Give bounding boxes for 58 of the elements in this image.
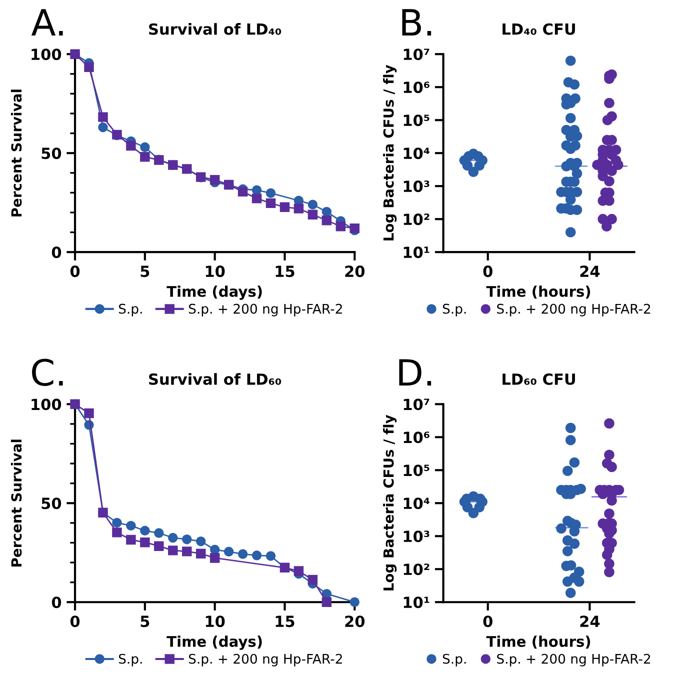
y-tick-label: 10³: [404, 180, 430, 192]
y-tick-label: 10⁴: [404, 498, 430, 510]
x-tick-label: 15: [276, 266, 294, 278]
legend-label: S.p. + 200 ng Hp-FAR-2: [188, 654, 342, 666]
y-tick-label: 10⁷: [404, 48, 430, 60]
x-axis-title: Time (days): [166, 286, 262, 300]
y-tick-label: 10⁶: [404, 432, 430, 444]
x-tick-label: 5: [140, 266, 150, 278]
y-axis-title: Percent Survival: [10, 90, 22, 216]
y-tick-label: 100: [32, 398, 62, 410]
text: D.: [399, 359, 432, 386]
y-tick-label: 50: [42, 148, 62, 160]
y-tick-label: 50: [42, 498, 62, 510]
legend-label: S.p.: [118, 304, 142, 316]
chart-title: LD₆₀ CFU: [502, 373, 575, 385]
text: C.: [32, 358, 63, 386]
x-tick-label: 20: [345, 616, 365, 628]
y-tick-label: 100: [32, 48, 62, 60]
x-axis-title: Time (hours): [486, 286, 590, 299]
x-axis-title: Time (hours): [486, 636, 590, 649]
y-tick-label: 10⁴: [404, 148, 430, 160]
x-tick-label: 24: [580, 616, 600, 627]
y-tick-label: 10⁷: [404, 398, 430, 410]
x-tick-label: 20: [345, 266, 365, 278]
y-tick-label: 0: [52, 246, 62, 258]
x-tick-label: 24: [580, 266, 600, 277]
y-tick-label: 10⁵: [404, 464, 430, 476]
y-tick-label: 10²: [404, 214, 430, 226]
y-axis-title: Log Bacteria CFUs / fly: [383, 64, 397, 240]
y-tick-label: 10⁵: [404, 114, 430, 126]
y-tick-label: 10⁶: [404, 82, 430, 94]
y-tick-label: 0: [52, 596, 62, 608]
text: A.: [31, 9, 63, 36]
legend-label: S.p.: [442, 654, 466, 666]
x-tick-label: 15: [276, 616, 294, 628]
x-tick-label: 0: [483, 266, 492, 278]
x-tick-label: 0: [70, 616, 80, 628]
chart-title: Survival of LD₆₀: [149, 373, 282, 385]
x-tick-label: 0: [70, 266, 80, 278]
chart-title: Survival of LD₄₀: [149, 23, 282, 35]
x-axis-title: Time (days): [166, 636, 262, 650]
x-tick-label: 5: [140, 616, 150, 628]
legend-label: S.p. + 200 ng Hp-FAR-2: [188, 304, 342, 316]
y-tick-label: 10¹: [404, 246, 430, 258]
x-tick-label: 10: [206, 266, 225, 278]
y-tick-label: 10²: [404, 564, 430, 576]
y-axis-title: Log Bacteria CFUs / fly: [383, 414, 397, 590]
legend-label: S.p. + 200 ng Hp-FAR-2: [497, 654, 650, 666]
legend-label: S.p.: [442, 304, 466, 316]
x-tick-label: 10: [206, 616, 225, 628]
text: B.: [402, 9, 432, 36]
x-tick-label: 0: [483, 616, 492, 628]
legend-label: S.p.: [118, 654, 142, 666]
y-tick-label: 10¹: [404, 596, 430, 608]
legend-label: S.p. + 200 ng Hp-FAR-2: [497, 304, 650, 316]
chart-title: LD₄₀ CFU: [502, 23, 575, 35]
y-axis-title: Percent Survival: [10, 440, 22, 566]
y-tick-label: 10³: [404, 530, 430, 542]
